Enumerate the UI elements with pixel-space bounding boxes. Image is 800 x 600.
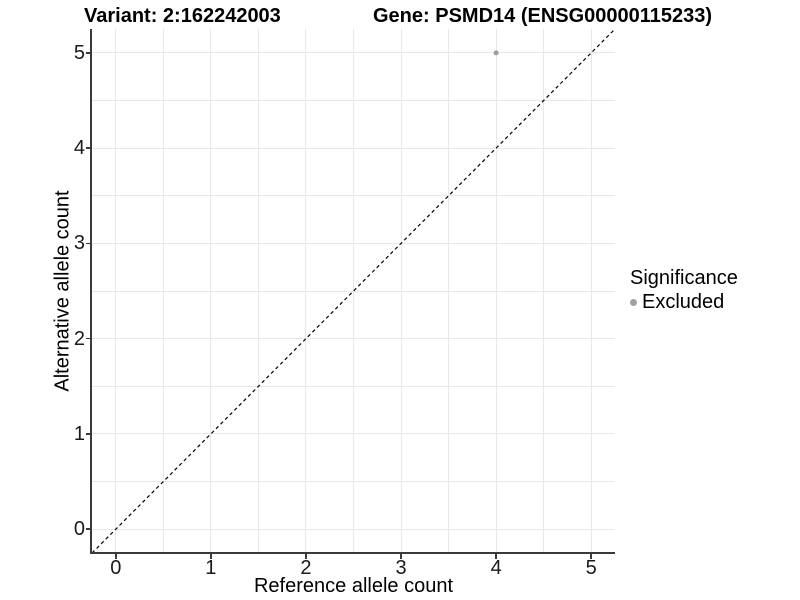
data-points	[493, 50, 499, 56]
y-tick-mark-4	[85, 147, 90, 149]
variant-title: Variant: 2:162242003	[84, 5, 281, 27]
y-tick-mark-2	[85, 337, 90, 340]
y-tick-label-2: 2	[73, 327, 85, 350]
y-tick-label-0: 0	[73, 518, 85, 541]
gridline-y-1	[92, 433, 615, 435]
x-tick-mark-2	[305, 554, 307, 559]
y-tick-mark-3	[85, 242, 90, 245]
legend: Significance Excluded	[630, 266, 738, 314]
x-tick-mark-3	[400, 554, 402, 559]
x-axis-line	[90, 552, 615, 554]
gridline-y-0	[92, 528, 615, 530]
gridline-y-4.5	[92, 99, 615, 101]
x-tick-mark-5	[590, 554, 592, 559]
gridline-y-2	[92, 338, 615, 340]
identity-dashed-line	[92, 29, 615, 553]
y-axis-label: Alternative allele count	[52, 190, 75, 392]
gridline-y-2.5	[92, 290, 615, 292]
x-tick-label-4: 4	[490, 557, 502, 579]
y-tick-label-3: 3	[73, 232, 85, 255]
point-excluded-4-5	[493, 50, 499, 56]
legend-item-label: Excluded	[642, 290, 725, 313]
gridline-y-1.5	[92, 385, 615, 387]
legend-title: Significance	[630, 267, 738, 289]
y-axis-line	[90, 29, 92, 554]
plot-panel	[92, 29, 615, 553]
x-tick-mark-1	[210, 554, 212, 559]
gene-title: Gene: PSMD14 (ENSG00000115233)	[373, 5, 713, 27]
gridline-y-4	[92, 147, 615, 149]
y-axis-label-box: Alternative allele count	[50, 29, 76, 553]
gridline-y-3	[92, 242, 615, 244]
x-tick-label-1: 1	[205, 557, 217, 579]
y-tick-mark-1	[85, 433, 90, 435]
y-tick-label-1: 1	[73, 422, 85, 445]
excluded-point-icon	[630, 298, 637, 306]
x-tick-label-0: 0	[110, 557, 122, 579]
legend-item-excluded: Excluded	[630, 290, 738, 314]
plot-layer	[92, 29, 615, 553]
x-tick-label-3: 3	[395, 557, 407, 579]
y-tick-label-5: 5	[73, 41, 85, 64]
gridline-y-3.5	[92, 195, 615, 197]
x-tick-mark-0	[115, 554, 117, 559]
gridline-y-0.5	[92, 481, 615, 483]
x-tick-label-2: 2	[300, 557, 312, 579]
x-axis-label: Reference allele count	[253, 575, 453, 597]
gridline-y-5	[92, 52, 615, 54]
y-tick-label-4: 4	[73, 137, 85, 160]
y-tick-mark-0	[85, 528, 90, 530]
x-tick-label-5: 5	[585, 557, 597, 579]
y-tick-mark-5	[85, 52, 90, 54]
x-tick-mark-4	[495, 554, 497, 559]
